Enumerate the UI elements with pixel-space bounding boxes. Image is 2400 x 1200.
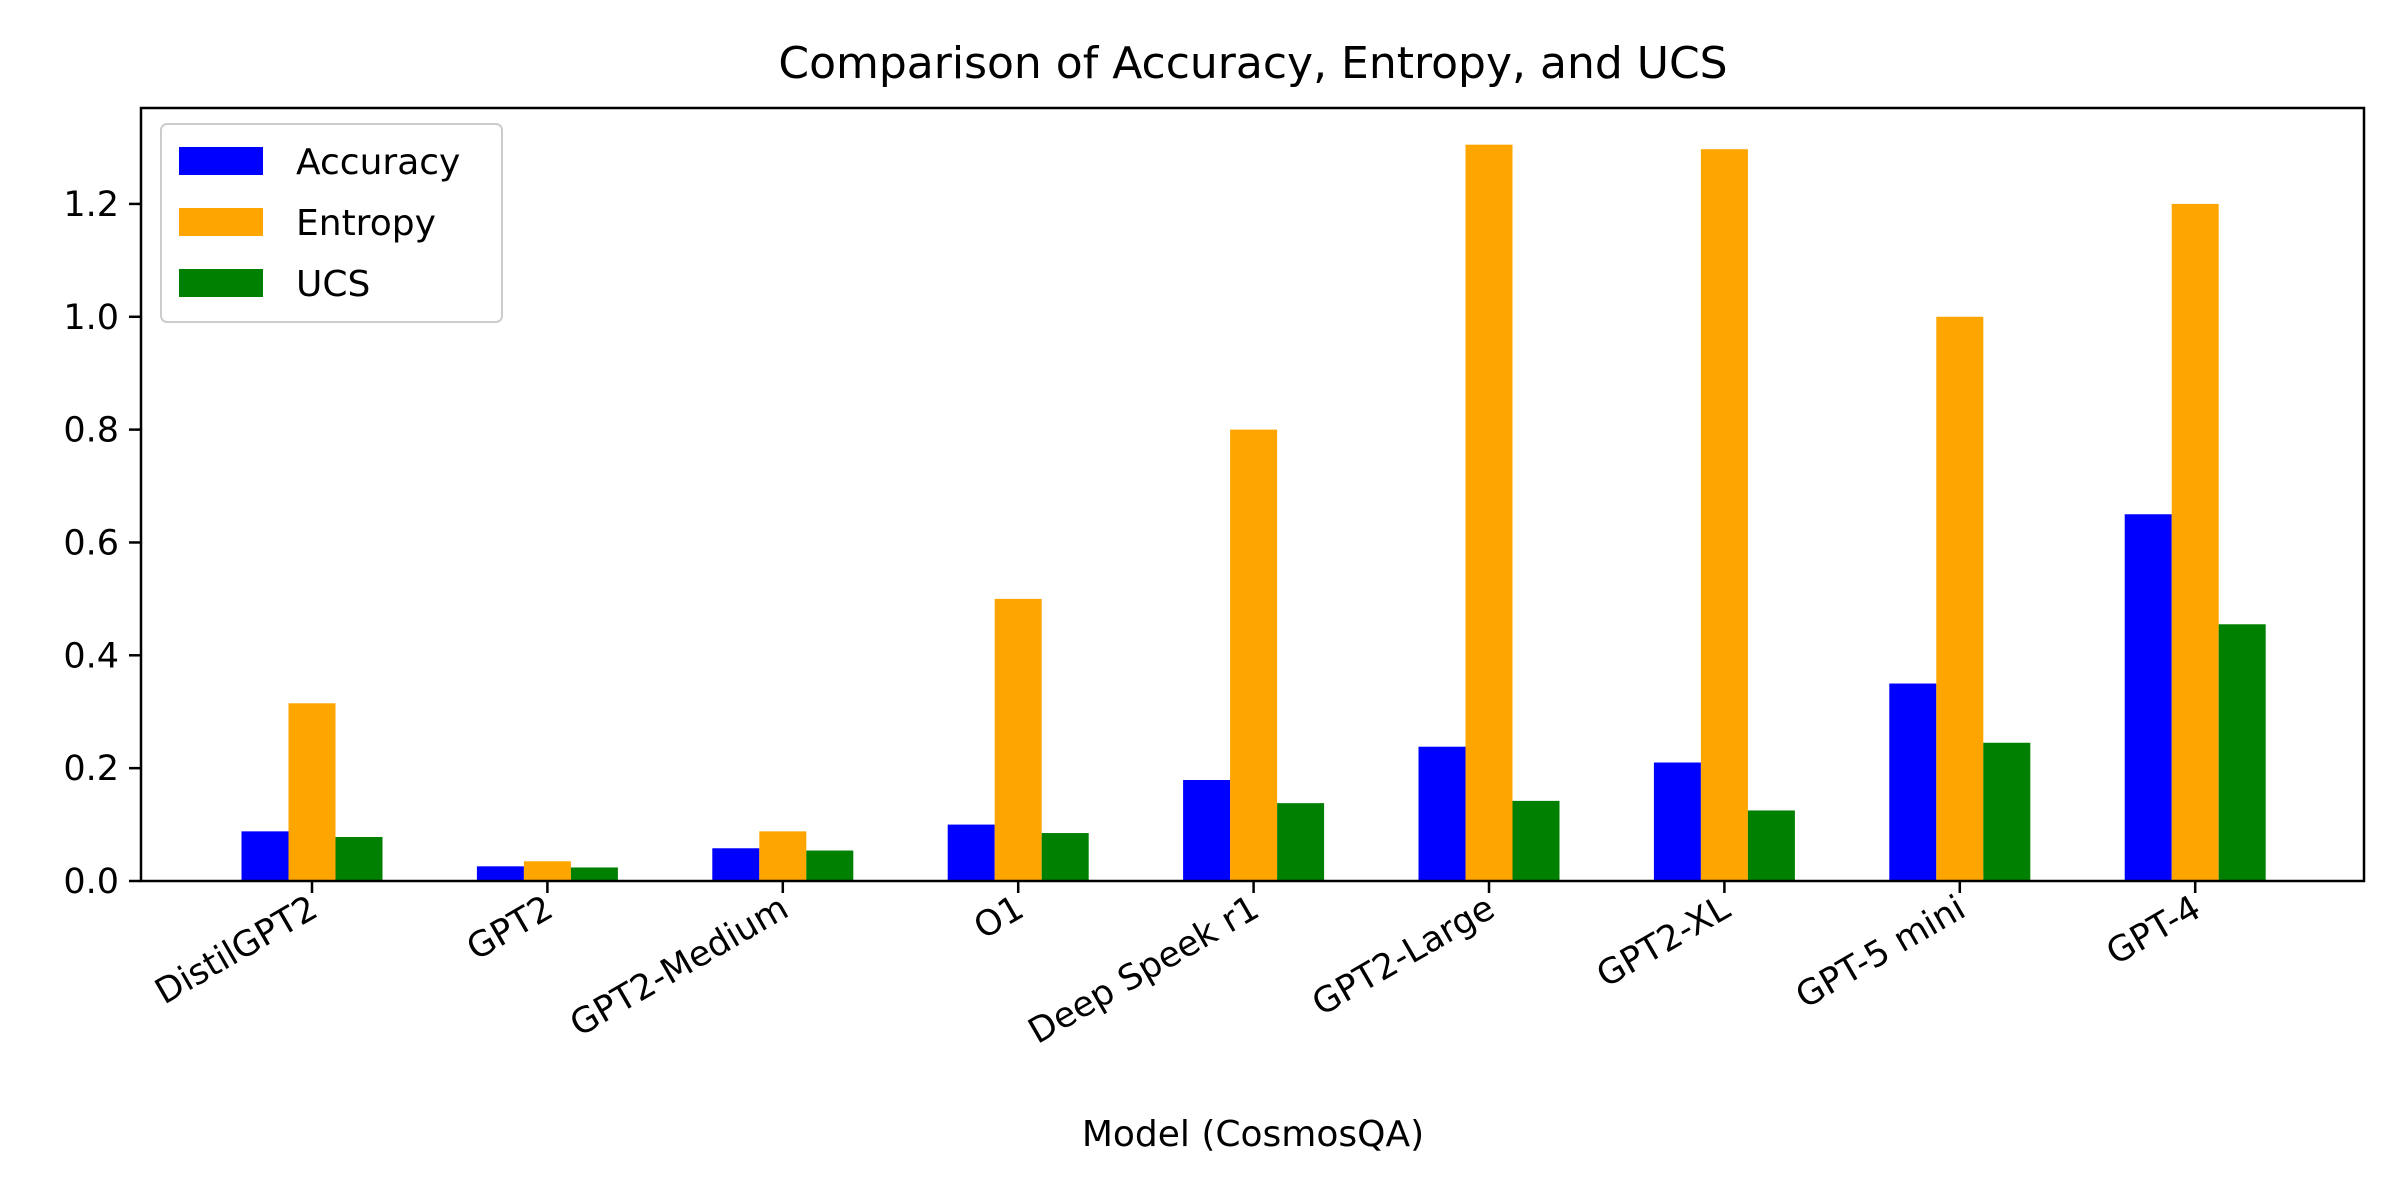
- y-tick-label-2: 0.4: [63, 636, 119, 676]
- bar-ucs-5: [1512, 800, 1560, 881]
- bar-accuracy-6: [1653, 762, 1701, 881]
- x-tick-label-8: GPT-4: [2100, 888, 2208, 973]
- bar-ucs-2: [806, 850, 854, 881]
- bar-accuracy-4: [1183, 780, 1231, 881]
- bar-entropy-0: [288, 703, 336, 881]
- bar-accuracy-5: [1418, 746, 1466, 881]
- x-tick-label-7: GPT-5 mini: [1789, 888, 1972, 1017]
- bar-entropy-7: [1936, 316, 1984, 881]
- legend-label-accuracy: Accuracy: [296, 142, 460, 183]
- legend-label-ucs: UCS: [296, 264, 370, 305]
- x-tick-label-4: Deep Speek r1: [1022, 888, 1266, 1052]
- y-tick-label-1: 0.2: [63, 749, 119, 789]
- x-tick-label-5: GPT2-Large: [1306, 888, 1502, 1024]
- x-tick-label-2: GPT2-Medium: [564, 888, 796, 1045]
- bar-accuracy-0: [241, 831, 289, 881]
- x-tick-label-0: DistilGPT2: [149, 888, 325, 1013]
- bar-entropy-1: [523, 861, 571, 881]
- x-tick-label-6: GPT2-XL: [1590, 888, 1737, 996]
- chart-title: Comparison of Accuracy, Entropy, and UCS: [778, 38, 1727, 89]
- bar-accuracy-3: [947, 824, 995, 881]
- bar-entropy-5: [1465, 144, 1513, 881]
- legend-label-entropy: Entropy: [296, 203, 436, 244]
- legend-swatch-ucs: [179, 269, 263, 297]
- bar-ucs-1: [570, 867, 618, 881]
- bar-entropy-4: [1230, 429, 1278, 881]
- bar-accuracy-1: [476, 866, 524, 881]
- bars-group: [241, 144, 2266, 882]
- bar-ucs-4: [1277, 803, 1325, 881]
- legend-swatch-entropy: [179, 208, 263, 236]
- bar-ucs-7: [1983, 742, 2031, 881]
- y-tick-label-0: 0.0: [63, 862, 119, 902]
- bar-ucs-0: [335, 836, 383, 881]
- bar-entropy-3: [994, 598, 1042, 881]
- legend-swatch-accuracy: [179, 147, 263, 175]
- legend: Accuracy Entropy UCS: [160, 123, 503, 323]
- y-tick-label-6: 1.2: [63, 185, 119, 225]
- x-axis-label: Model (CosmosQA): [1082, 1114, 1424, 1155]
- bar-ucs-3: [1041, 833, 1089, 881]
- bar-ucs-6: [1747, 810, 1795, 881]
- y-tick-label-5: 1.0: [63, 298, 119, 338]
- bar-entropy-8: [2171, 203, 2219, 882]
- bar-accuracy-8: [2124, 514, 2172, 881]
- y-tick-label-3: 0.6: [63, 523, 119, 563]
- bar-accuracy-7: [1889, 683, 1937, 881]
- y-axis: 0.0 0.2 0.4 0.6 0.8 1.0 1.2: [63, 185, 141, 902]
- bar-entropy-2: [759, 831, 807, 881]
- bar-accuracy-2: [712, 848, 760, 881]
- bar-ucs-8: [2218, 624, 2266, 881]
- y-tick-label-4: 0.8: [63, 411, 119, 451]
- x-tick-label-3: O1: [968, 888, 1031, 948]
- bar-entropy-6: [1700, 149, 1748, 881]
- x-tick-label-1: GPT2: [460, 888, 560, 969]
